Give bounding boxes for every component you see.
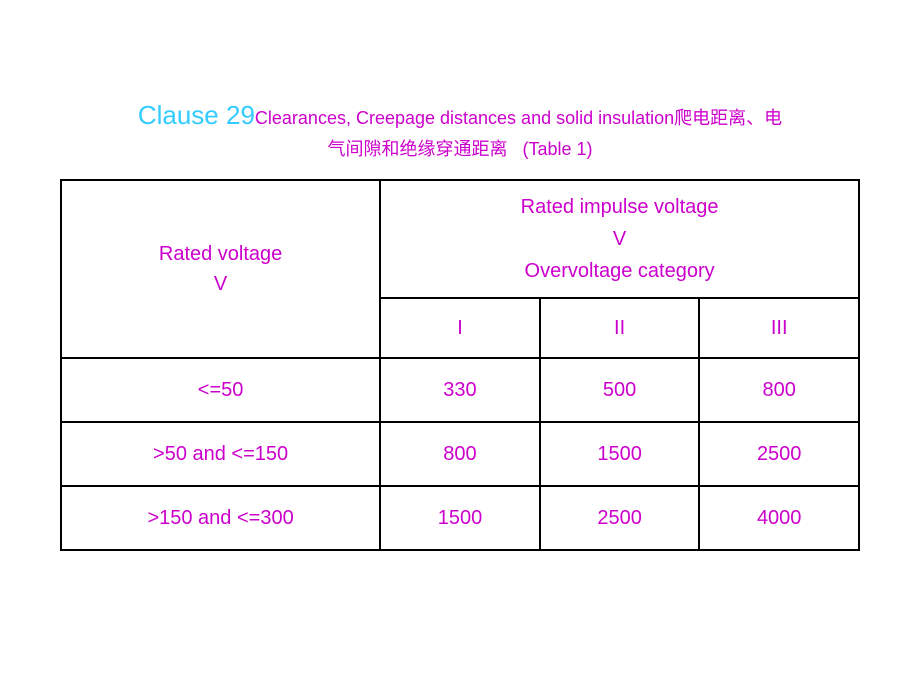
table-row: >150 and <=300 1500 2500 4000 — [61, 486, 859, 550]
header-left-text-1: Rated voltage — [159, 243, 282, 265]
row-label: <=50 — [61, 358, 380, 422]
voltage-table: Rated voltage V Rated impulse voltage V … — [60, 179, 860, 551]
row-label: >50 and <=150 — [61, 422, 380, 486]
category-1: I — [380, 298, 540, 358]
row-value: 330 — [380, 358, 540, 422]
table-row: <=50 330 500 800 — [61, 358, 859, 422]
category-2: II — [540, 298, 700, 358]
row-label: >150 and <=300 — [61, 486, 380, 550]
row-value: 800 — [380, 422, 540, 486]
clause-number: Clause 29 — [138, 100, 255, 130]
title-block: Clause 29Clearances, Creepage distances … — [60, 100, 860, 161]
row-value: 800 — [699, 358, 859, 422]
header-left-text-2: V — [214, 273, 227, 295]
row-value: 2500 — [699, 422, 859, 486]
header-right-text-3: Overvoltage category — [525, 260, 715, 282]
title-line-2: 气间隙和绝缘穿通距离 (Table 1) — [60, 135, 860, 161]
row-value: 500 — [540, 358, 700, 422]
title-english: Clearances, Creepage distances and solid… — [255, 108, 674, 128]
title-chinese-part2: 气间隙和绝缘穿通距离 — [327, 139, 507, 159]
header-rated-voltage: Rated voltage V — [61, 180, 380, 358]
row-value: 1500 — [540, 422, 700, 486]
header-right-text-1: Rated impulse voltage — [521, 196, 719, 218]
title-chinese-part1: 爬电距离、电 — [674, 108, 782, 128]
row-value: 1500 — [380, 486, 540, 550]
header-impulse-voltage: Rated impulse voltage V Overvoltage cate… — [380, 180, 859, 298]
table-reference: (Table 1) — [522, 139, 592, 159]
category-3: III — [699, 298, 859, 358]
header-right-text-2: V — [613, 228, 626, 250]
table-header-row-1: Rated voltage V Rated impulse voltage V … — [61, 180, 859, 298]
row-value: 2500 — [540, 486, 700, 550]
table-row: >50 and <=150 800 1500 2500 — [61, 422, 859, 486]
title-line-1: Clause 29Clearances, Creepage distances … — [60, 100, 860, 131]
row-value: 4000 — [699, 486, 859, 550]
